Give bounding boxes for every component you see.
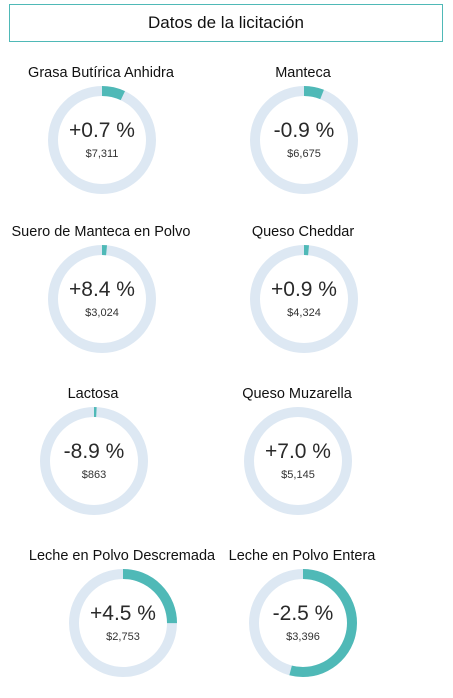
- percent-change: +0.7 %: [69, 119, 135, 142]
- percent-change: +8.4 %: [69, 278, 135, 301]
- percent-change: -8.9 %: [63, 440, 125, 463]
- product-name: Manteca: [275, 65, 331, 81]
- donut-chart: +8.4 % $3,024: [47, 244, 157, 354]
- page-title: Datos de la licitación: [148, 13, 304, 32]
- donut-arc: [48, 86, 156, 194]
- donut-arc: [249, 569, 357, 677]
- product-card-manteca: Manteca -0.9 % $6,675: [203, 65, 403, 215]
- product-card-leche-descremada: Leche en Polvo Descremada +4.5 % $2,753: [22, 548, 222, 698]
- price-value: $4,324: [287, 307, 321, 319]
- product-card-leche-entera: Leche en Polvo Entera -2.5 % $3,396: [202, 548, 402, 698]
- donut-arc: [250, 86, 358, 194]
- price-value: $3,024: [85, 307, 119, 319]
- product-card-suero-manteca: Suero de Manteca en Polvo +8.4 % $3,024: [1, 224, 201, 374]
- product-name: Leche en Polvo Entera: [228, 548, 376, 564]
- product-card-grasa-butirica: Grasa Butírica Anhidra +0.7 % $7,311: [1, 65, 201, 215]
- percent-change: +7.0 %: [265, 440, 331, 463]
- price-value: $7,311: [85, 148, 119, 160]
- product-card-queso-cheddar: Queso Cheddar +0.9 % $4,324: [203, 224, 403, 374]
- product-name: Grasa Butírica Anhidra: [28, 65, 174, 81]
- percent-change: -0.9 %: [273, 119, 335, 142]
- donut-arc: [40, 407, 148, 515]
- donut-arc: [250, 245, 358, 353]
- price-value: $863: [81, 469, 107, 481]
- price-value: $3,396: [286, 631, 320, 643]
- product-name: Queso Muzarella: [242, 386, 352, 402]
- donut-chart: +0.9 % $4,324: [249, 244, 359, 354]
- donut-chart: -8.9 % $863: [39, 406, 149, 516]
- donut-track: [244, 407, 352, 515]
- percent-change: +0.9 %: [271, 278, 337, 301]
- donut-chart: +0.7 % $7,311: [47, 85, 157, 195]
- donut-chart: -0.9 % $6,675: [249, 85, 359, 195]
- donut-arc: [69, 569, 177, 677]
- product-name: Queso Cheddar: [251, 224, 355, 240]
- percent-change: -2.5 %: [272, 602, 334, 625]
- product-name: Suero de Manteca en Polvo: [11, 224, 191, 240]
- donut-arc: [48, 245, 156, 353]
- product-card-lactosa: Lactosa -8.9 % $863: [0, 386, 193, 536]
- product-name: Lactosa: [67, 386, 119, 402]
- product-name: Leche en Polvo Descremada: [28, 548, 216, 564]
- product-card-queso-muzarella: Queso Muzarella +7.0 % $5,145: [197, 386, 397, 536]
- page-title-box: Datos de la licitación: [9, 4, 443, 42]
- donut-chart: +7.0 % $5,145: [243, 406, 353, 516]
- donut-chart: -2.5 % $3,396: [248, 568, 358, 678]
- price-value: $2,753: [106, 631, 140, 643]
- donut-chart: +4.5 % $2,753: [68, 568, 178, 678]
- price-value: $5,145: [281, 469, 315, 481]
- price-value: $6,675: [287, 148, 321, 160]
- percent-change: +4.5 %: [90, 602, 156, 625]
